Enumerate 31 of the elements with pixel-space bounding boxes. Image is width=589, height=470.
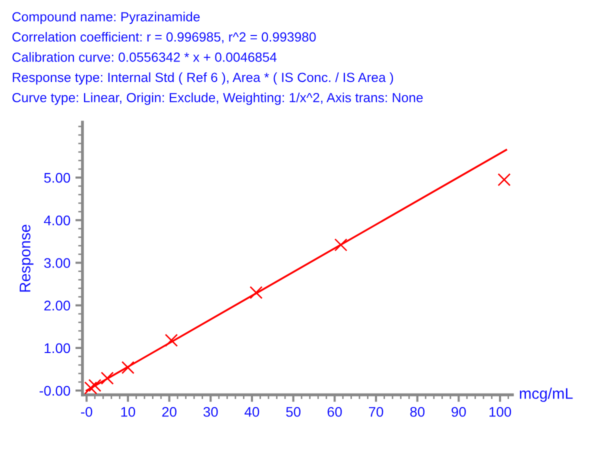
x-tick-label: 20: [162, 406, 176, 417]
y-tick-label: 4.00: [44, 216, 70, 226]
text: Correlation coefficient: r = 0.996985, r^2 = 0.993980: [12, 32, 316, 44]
point: [121, 361, 134, 374]
point: [250, 286, 263, 300]
y-tick-label: 3.00: [44, 258, 70, 268]
x-tick-label: -0: [81, 406, 92, 417]
y-tick-label: 5.00: [44, 172, 70, 183]
text: Response type: Internal Std ( Ref 6 ), Area * ( IS Conc. / IS Area ): [12, 72, 394, 85]
point: [334, 238, 348, 252]
text: Compound name: Pyrazinamide: [12, 12, 200, 24]
x-tick-label: 30: [203, 406, 218, 417]
x-tick-label: 10: [121, 406, 136, 417]
x-tick-label: 60: [328, 406, 342, 417]
y-tick-label: -0.00: [40, 386, 70, 396]
x-tick-label: 70: [368, 406, 384, 417]
x-axis-title: mcg/mL: [520, 388, 573, 402]
y-tick-label: 2.00: [44, 300, 70, 311]
x-tick-label: 50: [286, 406, 300, 417]
point: [164, 334, 178, 347]
x-tick-label: 40: [244, 406, 260, 417]
text: Curve type: Linear, Origin: Exclude, Weighting: 1/x^2, Axis trans: None: [12, 92, 423, 105]
x-tick-label: 100: [490, 406, 512, 417]
text: Calibration curve: 0.0556342 * x + 0.0046854: [12, 52, 277, 62]
x-tick-label: 80: [410, 406, 425, 417]
y-tick-label: 1.00: [44, 343, 70, 354]
y-axis-title: Response: [20, 224, 34, 292]
x-tick-label: 90: [452, 406, 466, 417]
point: [100, 372, 114, 385]
point: [498, 173, 511, 186]
point: [84, 381, 98, 394]
